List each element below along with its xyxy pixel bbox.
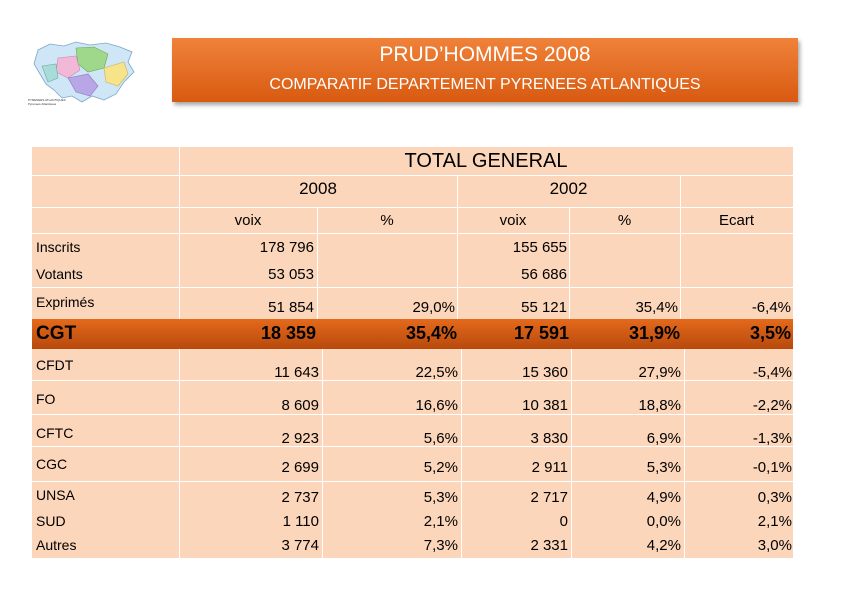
inscrits-voix-2008: 178 796	[259, 239, 314, 256]
grid-line	[32, 207, 793, 208]
grid-line	[179, 147, 180, 558]
grid-line	[32, 414, 793, 415]
page-subtitle: COMPARATIF DEPARTEMENT PYRENEES ATLANTIQ…	[269, 76, 701, 93]
cftc-voix-2002: 3 830	[530, 430, 568, 447]
autres-voix-2008: 3 774	[281, 537, 319, 554]
fo-voix-2002: 10 381	[522, 397, 568, 414]
col-voix-2008: voix	[234, 212, 262, 229]
unsa-voix-2008: 2 737	[281, 489, 319, 506]
cfdt-voix-2002: 15 360	[522, 364, 568, 381]
sud-pct-2002: 0,0%	[646, 513, 681, 530]
grid-line	[32, 233, 793, 234]
exprimes-voix-2008: 51 854	[268, 299, 314, 316]
unsa-pct-2008: 5,3%	[423, 489, 458, 506]
grid-line	[32, 446, 793, 447]
cgc-ecart: -0,1%	[752, 459, 792, 476]
grid-line	[317, 207, 318, 319]
row-label-votants: Votants	[36, 266, 83, 282]
grid-line	[32, 481, 793, 482]
row-label-inscrits: Inscrits	[36, 239, 81, 255]
cgc-voix-2008: 2 699	[281, 459, 319, 476]
row-label-fo: FO	[36, 391, 56, 407]
fo-ecart: -2,2%	[752, 397, 792, 414]
cfdt-pct-2008: 22,5%	[415, 364, 458, 381]
fo-voix-2008: 8 609	[281, 397, 319, 414]
autres-ecart: 3,0%	[757, 537, 792, 554]
department-map: PYRENEES ATLANTIQUES Pyrenees Atlantique…	[28, 38, 146, 110]
grid-line	[571, 349, 572, 558]
sud-ecart: 2,1%	[757, 513, 792, 530]
row-label-cgc: CGC	[36, 456, 68, 472]
cfdt-voix-2008: 11 643	[274, 364, 319, 381]
cgt-voix-2002: 17 591	[513, 323, 569, 343]
cftc-pct-2008: 5,6%	[423, 430, 458, 447]
sud-voix-2002: 0	[559, 513, 568, 530]
cgc-pct-2008: 5,2%	[423, 459, 458, 476]
grid-line	[461, 349, 462, 558]
row-label-autres: Autres	[36, 537, 77, 553]
autres-voix-2002: 2 331	[530, 537, 568, 554]
cgt-pct-2008: 35,4%	[405, 323, 457, 343]
page-title: PRUD’HOMMES 2008	[379, 43, 591, 66]
col-pct-2008: %	[380, 212, 394, 229]
cgc-pct-2002: 5,3%	[646, 459, 681, 476]
exprimes-pct-2008: 29,0%	[412, 299, 455, 316]
cftc-pct-2002: 6,9%	[646, 430, 681, 447]
cfdt-ecart: -5,4%	[752, 364, 792, 381]
map-caption: PYRENEES ATLANTIQUES Pyrenees Atlantique…	[28, 98, 66, 106]
cftc-ecart: -1,3%	[752, 430, 792, 447]
autres-pct-2002: 4,2%	[646, 537, 681, 554]
year-2002-header: 2002	[549, 179, 588, 198]
table-title: TOTAL GENERAL	[404, 150, 568, 172]
cfdt-pct-2002: 27,9%	[638, 364, 681, 381]
unsa-pct-2002: 4,9%	[646, 489, 681, 506]
grid-line	[32, 380, 793, 381]
exprimes-ecart: -6,4%	[751, 299, 791, 316]
cgc-voix-2002: 2 911	[531, 459, 568, 476]
row-label-unsa: UNSA	[36, 487, 75, 503]
votants-voix-2002: 56 686	[521, 266, 567, 283]
sud-pct-2008: 2,1%	[423, 513, 458, 530]
fo-pct-2002: 18,8%	[638, 397, 681, 414]
row-label-sud: SUD	[36, 513, 66, 529]
row-label-cfdt: CFDT	[36, 357, 74, 373]
header-banner: PRUD’HOMMES 2008 COMPARATIF DEPARTEMENT …	[172, 38, 798, 102]
cgt-voix-2008: 18 359	[260, 323, 316, 343]
grid-line	[457, 175, 458, 319]
col-pct-2002: %	[617, 212, 632, 229]
row-label-cftc: CFTC	[36, 425, 74, 441]
grid-line	[322, 349, 323, 558]
votants-voix-2008: 53 053	[268, 266, 314, 283]
autres-pct-2008: 7,3%	[423, 537, 458, 554]
cgt-ecart: 3,5%	[749, 323, 791, 343]
fo-pct-2008: 16,6%	[415, 397, 458, 414]
cftc-voix-2008: 2 923	[281, 430, 319, 447]
cgt-pct-2002: 31,9%	[628, 323, 680, 343]
table-row-cgt	[32, 319, 793, 349]
sud-voix-2008: 1 110	[282, 513, 319, 530]
row-label-exprimes: Exprimés	[36, 294, 95, 310]
inscrits-voix-2002: 155 655	[512, 239, 567, 256]
year-2008-header: 2008	[299, 179, 337, 198]
row-label-cgt: CGT	[36, 323, 77, 344]
col-ecart: Ecart	[718, 212, 754, 229]
grid-line	[32, 287, 793, 288]
results-table: TOTAL GENERAL 2008 2002 voix % voix % Ec…	[32, 147, 793, 558]
exprimes-pct-2002: 35,4%	[635, 299, 678, 316]
grid-line	[684, 349, 685, 558]
exprimes-voix-2002: 55 121	[521, 299, 567, 316]
unsa-voix-2002: 2 717	[530, 489, 568, 506]
grid-line	[569, 207, 570, 319]
unsa-ecart: 0,3%	[757, 489, 792, 506]
col-voix-2002: voix	[499, 212, 527, 229]
grid-line	[680, 175, 681, 319]
grid-line	[32, 175, 793, 176]
